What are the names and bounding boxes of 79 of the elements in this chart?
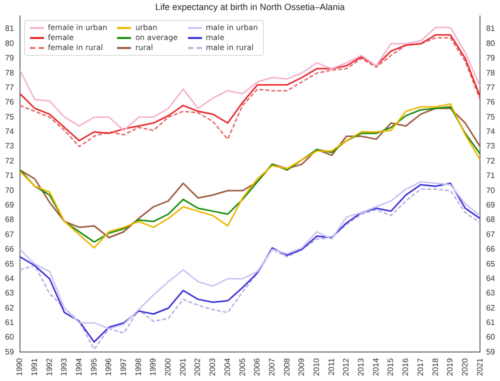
x-tick-label: 1999: [148, 358, 158, 376]
y2-tick-label: 65: [486, 259, 496, 268]
x-tick-label: 2019: [446, 358, 455, 376]
y-tick-label: 77: [4, 82, 14, 92]
x-tick-label: 2004: [222, 358, 232, 376]
y2-tick-label: 81: [486, 24, 496, 34]
x-tick-label: 2014: [371, 358, 380, 376]
y-tick-label: 79: [4, 54, 14, 63]
y2-tick-label: 75: [486, 112, 496, 122]
y-tick-label: 78: [4, 68, 14, 78]
x-tick-label: 1996: [104, 358, 114, 376]
x-tick-label: 1990: [15, 358, 24, 376]
chart-title: Life expectancy at birth in North Ossetia–Alania: [155, 2, 345, 12]
x-tick-label: 2006: [252, 358, 262, 376]
y2-tick-label: 71: [486, 171, 496, 180]
y2-tick-label: 76: [486, 98, 496, 107]
y-tick-label: 60: [4, 332, 14, 342]
y-tick-label: 62: [4, 303, 14, 312]
x-tick-label: 1993: [60, 358, 69, 376]
y-tick-label: 81: [4, 24, 14, 34]
x-tick-label: 1998: [134, 358, 143, 376]
y-tick-label: 63: [4, 288, 14, 298]
y-tick-label: 74: [4, 127, 14, 136]
x-tick-label: 2008: [282, 358, 292, 376]
y2-tick-label: 63: [486, 288, 496, 298]
y-tick-label: 73: [4, 142, 14, 151]
y2-tick-label: 66: [486, 244, 496, 254]
y-tick-label: 61: [4, 318, 14, 328]
y2-tick-label: 60: [486, 332, 496, 342]
x-tick-label: 2016: [401, 358, 410, 376]
y2-tick-label: 73: [486, 142, 496, 151]
x-tick-label: 2003: [208, 358, 218, 376]
x-tick-label: 2002: [193, 358, 202, 376]
y-tick-label: 72: [4, 156, 14, 166]
x-tick-label: 2020: [460, 358, 470, 376]
x-tick-label: 2017: [416, 358, 425, 376]
y2-tick-label: 74: [486, 127, 496, 136]
y2-tick-label: 61: [486, 318, 496, 328]
y-tick-label: 59: [4, 347, 14, 356]
y2-tick-label: 79: [486, 54, 496, 63]
y-tick-label: 67: [4, 230, 14, 239]
x-tick-label: 2011: [326, 358, 336, 376]
x-tick-label: 2013: [356, 358, 366, 376]
y2-tick-label: 80: [486, 38, 496, 48]
y-tick-label: 76: [4, 98, 14, 107]
y-tick-label: 75: [4, 112, 14, 122]
y-tick-label: 71: [4, 171, 14, 180]
y2-tick-label: 78: [486, 68, 496, 78]
y2-tick-label: 72: [486, 156, 496, 166]
y-tick-label: 68: [4, 215, 14, 224]
x-tick-label: 2012: [342, 358, 351, 376]
y-tick-label: 70: [4, 186, 14, 195]
x-tick-label: 1997: [119, 358, 128, 376]
x-tick-label: 1991: [30, 358, 39, 376]
y2-tick-label: 69: [486, 200, 496, 210]
x-tick-label: 2005: [238, 358, 247, 376]
y2-tick-label: 62: [486, 303, 496, 312]
y-tick-label: 64: [4, 274, 14, 283]
y2-tick-label: 77: [486, 82, 496, 92]
x-tick-label: 2018: [430, 358, 440, 376]
y2-tick-label: 67: [486, 230, 496, 239]
y-tick-label: 69: [4, 200, 14, 210]
x-tick-label: 1992: [44, 358, 54, 376]
y2-tick-label: 64: [486, 274, 496, 283]
y-tick-label: 66: [4, 244, 14, 254]
x-tick-label: 2009: [297, 358, 306, 376]
x-tick-label: 1995: [89, 358, 98, 376]
x-tick-label: 2010: [312, 358, 322, 376]
x-tick-label: 2001: [178, 358, 188, 376]
x-tick-label: 1994: [74, 358, 84, 376]
x-tick-label: 2015: [386, 358, 396, 376]
y2-tick-label: 59: [486, 347, 496, 356]
y2-tick-label: 70: [486, 186, 496, 195]
y-tick-label: 65: [4, 259, 14, 268]
y-tick-label: 80: [4, 38, 14, 48]
y2-tick-label: 68: [486, 215, 496, 224]
x-tick-label: 2000: [164, 358, 173, 376]
x-tick-label: 2021: [475, 358, 484, 376]
x-tick-label: 2007: [267, 358, 276, 376]
